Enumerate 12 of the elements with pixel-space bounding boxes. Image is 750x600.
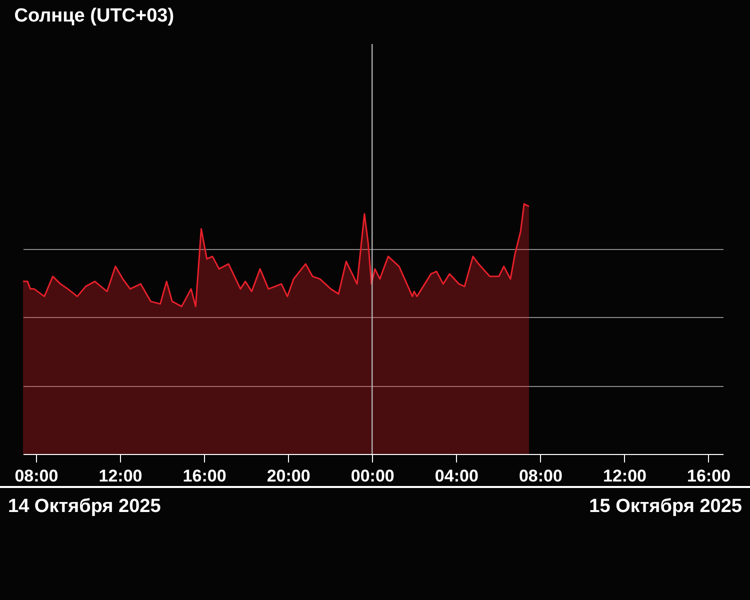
- x-tick-label: 08:00: [518, 466, 562, 486]
- x-tick-label: 04:00: [434, 466, 478, 486]
- x-tick-label: 20:00: [266, 466, 310, 486]
- x-tick-label: 12:00: [603, 466, 646, 486]
- x-tick-label: 00:00: [350, 466, 394, 486]
- x-tick-label: 16:00: [687, 466, 731, 486]
- chart-title: Солнце (UTC+03): [14, 5, 174, 26]
- text: 15 Октября 2025: [589, 496, 742, 518]
- x-tick-label: 08:00: [14, 466, 58, 486]
- x-tick-label: 12:00: [98, 466, 142, 486]
- text: 14 Октября 2025: [8, 496, 161, 518]
- x-tick-label: 16:00: [182, 466, 226, 486]
